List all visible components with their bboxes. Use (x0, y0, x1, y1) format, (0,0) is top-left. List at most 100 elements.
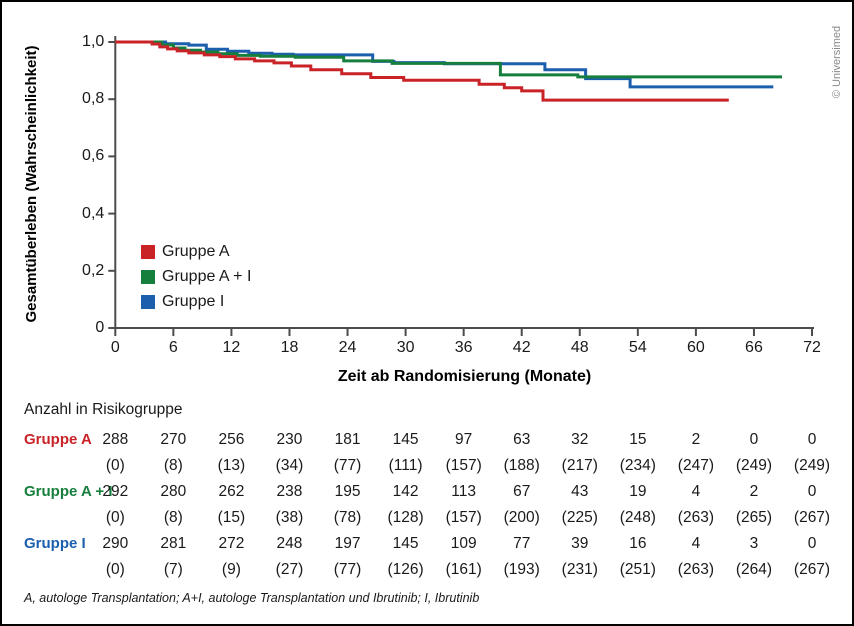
risk-at-risk-cell: 97 (455, 431, 473, 448)
risk-at-risk-cell: 288 (102, 431, 129, 448)
risk-at-risk-cell: 195 (334, 483, 361, 500)
risk-events-cell: (231) (561, 561, 598, 578)
risk-events-cell: (126) (387, 561, 424, 578)
risk-at-risk-cell: 0 (807, 483, 817, 500)
risk-events-cell: (234) (619, 457, 656, 474)
risk-events-cell: (161) (445, 561, 482, 578)
risk-at-risk-cell: 0 (749, 431, 759, 448)
legend-item-gruppe-i: Gruppe I (141, 289, 251, 314)
risk-at-risk-cell: 145 (392, 535, 419, 552)
risk-at-risk-cell: 4 (691, 483, 701, 500)
risk-at-risk-cell: 43 (571, 483, 589, 500)
risk-at-risk-cell: 272 (218, 535, 245, 552)
x-tick-label: 72 (803, 339, 821, 356)
risk-at-risk-cell: 109 (450, 535, 477, 552)
risk-events-cell: (193) (503, 561, 540, 578)
risk-events-cell: (0) (105, 509, 125, 526)
risk-at-risk-cell: 238 (276, 483, 303, 500)
risk-events-cell: (38) (275, 509, 304, 526)
risk-events-cell: (247) (677, 457, 714, 474)
risk-events-cell: (13) (217, 457, 246, 474)
risk-at-risk-cell: 290 (102, 535, 129, 552)
risk-group-label: Gruppe A (24, 431, 92, 448)
legend-label: Gruppe I (162, 292, 225, 310)
risk-group-label: Gruppe I (24, 535, 86, 552)
risk-at-risk-cell: 142 (392, 483, 419, 500)
risk-events-cell: (249) (735, 457, 773, 474)
risk-events-cell: (34) (275, 457, 304, 474)
risk-events-cell: (264) (735, 561, 773, 578)
legend-item-gruppe-a: Gruppe A (141, 239, 251, 264)
x-tick-label: 30 (396, 339, 415, 356)
risk-events-cell: (157) (445, 457, 482, 474)
risk-events-cell: (15) (217, 509, 246, 526)
risk-at-risk-cell: 262 (218, 483, 245, 500)
x-axis-title: Zeit ab Randomisierung (Monate) (337, 368, 592, 385)
risk-at-risk-cell: 0 (807, 431, 817, 448)
copyright-text: © Universimed (831, 25, 843, 99)
x-tick-label: 0 (110, 339, 120, 356)
y-tick-label: 0,6 (82, 147, 105, 165)
risk-events-cell: (263) (677, 561, 714, 578)
risk-events-cell: (8) (163, 509, 183, 526)
risk-events-cell: (263) (677, 509, 714, 526)
risk-at-risk-cell: 77 (513, 535, 531, 552)
risk-events-cell: (77) (333, 561, 362, 578)
risk-at-risk-cell: 32 (571, 431, 589, 448)
legend-swatch (141, 244, 155, 259)
risk-at-risk-cell: 280 (160, 483, 187, 500)
x-tick-label: 12 (222, 339, 241, 356)
risk-at-risk-cell: 145 (392, 431, 419, 448)
risk-events-cell: (7) (163, 561, 183, 578)
footnote: A, autologe Transplantation; A+I, autolo… (24, 591, 480, 605)
km-curve-gruppe-a (115, 40, 729, 102)
risk-group-label: Gruppe A + I (24, 483, 113, 500)
x-tick-label: 66 (745, 339, 763, 356)
risk-events-cell: (27) (275, 561, 304, 578)
risk-table-title: Anzahl in Risikogruppe (24, 401, 183, 418)
legend-swatch (141, 294, 155, 309)
y-tick-label: 0 (95, 319, 105, 336)
risk-events-cell: (9) (221, 561, 241, 578)
legend-swatch (141, 269, 155, 284)
y-tick-label: 0,4 (82, 204, 105, 222)
risk-at-risk-cell: 63 (513, 431, 531, 448)
risk-events-cell: (249) (793, 457, 831, 474)
risk-events-cell: (8) (163, 457, 183, 474)
x-tick-label: 60 (686, 339, 705, 356)
risk-at-risk-cell: 3 (749, 535, 759, 552)
risk-events-cell: (248) (619, 509, 656, 526)
risk-at-risk-cell: 270 (160, 431, 187, 448)
x-tick-label: 54 (628, 339, 647, 356)
legend: Gruppe A Gruppe A + I Gruppe I (141, 239, 251, 314)
risk-events-cell: (78) (333, 509, 362, 526)
legend-item-gruppe-a-i: Gruppe A + I (141, 264, 251, 289)
risk-events-cell: (77) (333, 457, 362, 474)
risk-at-risk-cell: 197 (334, 535, 361, 552)
risk-events-cell: (0) (105, 457, 125, 474)
x-tick-label: 24 (338, 339, 357, 356)
risk-at-risk-cell: 15 (629, 431, 647, 448)
risk-at-risk-cell: 2 (691, 431, 701, 448)
risk-at-risk-cell: 230 (276, 431, 303, 448)
risk-events-cell: (128) (387, 509, 424, 526)
x-tick-label: 48 (570, 339, 589, 356)
y-tick-label: 0,8 (82, 90, 105, 108)
risk-at-risk-cell: 0 (807, 535, 817, 552)
risk-events-cell: (217) (561, 457, 598, 474)
risk-events-cell: (267) (793, 561, 831, 578)
risk-events-cell: (188) (503, 457, 540, 474)
risk-at-risk-cell: 2 (749, 483, 759, 500)
y-axis-title: Gesamtüberleben (Wahrscheinlichkeit) (23, 45, 40, 323)
risk-at-risk-cell: 39 (571, 535, 589, 552)
risk-events-cell: (267) (793, 509, 831, 526)
risk-at-risk-cell: 181 (334, 431, 361, 448)
risk-at-risk-cell: 281 (160, 535, 187, 552)
x-tick-label: 36 (454, 339, 473, 356)
x-tick-label: 18 (280, 339, 299, 356)
risk-at-risk-cell: 292 (102, 483, 129, 500)
legend-label: Gruppe A (162, 242, 230, 260)
risk-at-risk-cell: 16 (629, 535, 647, 552)
